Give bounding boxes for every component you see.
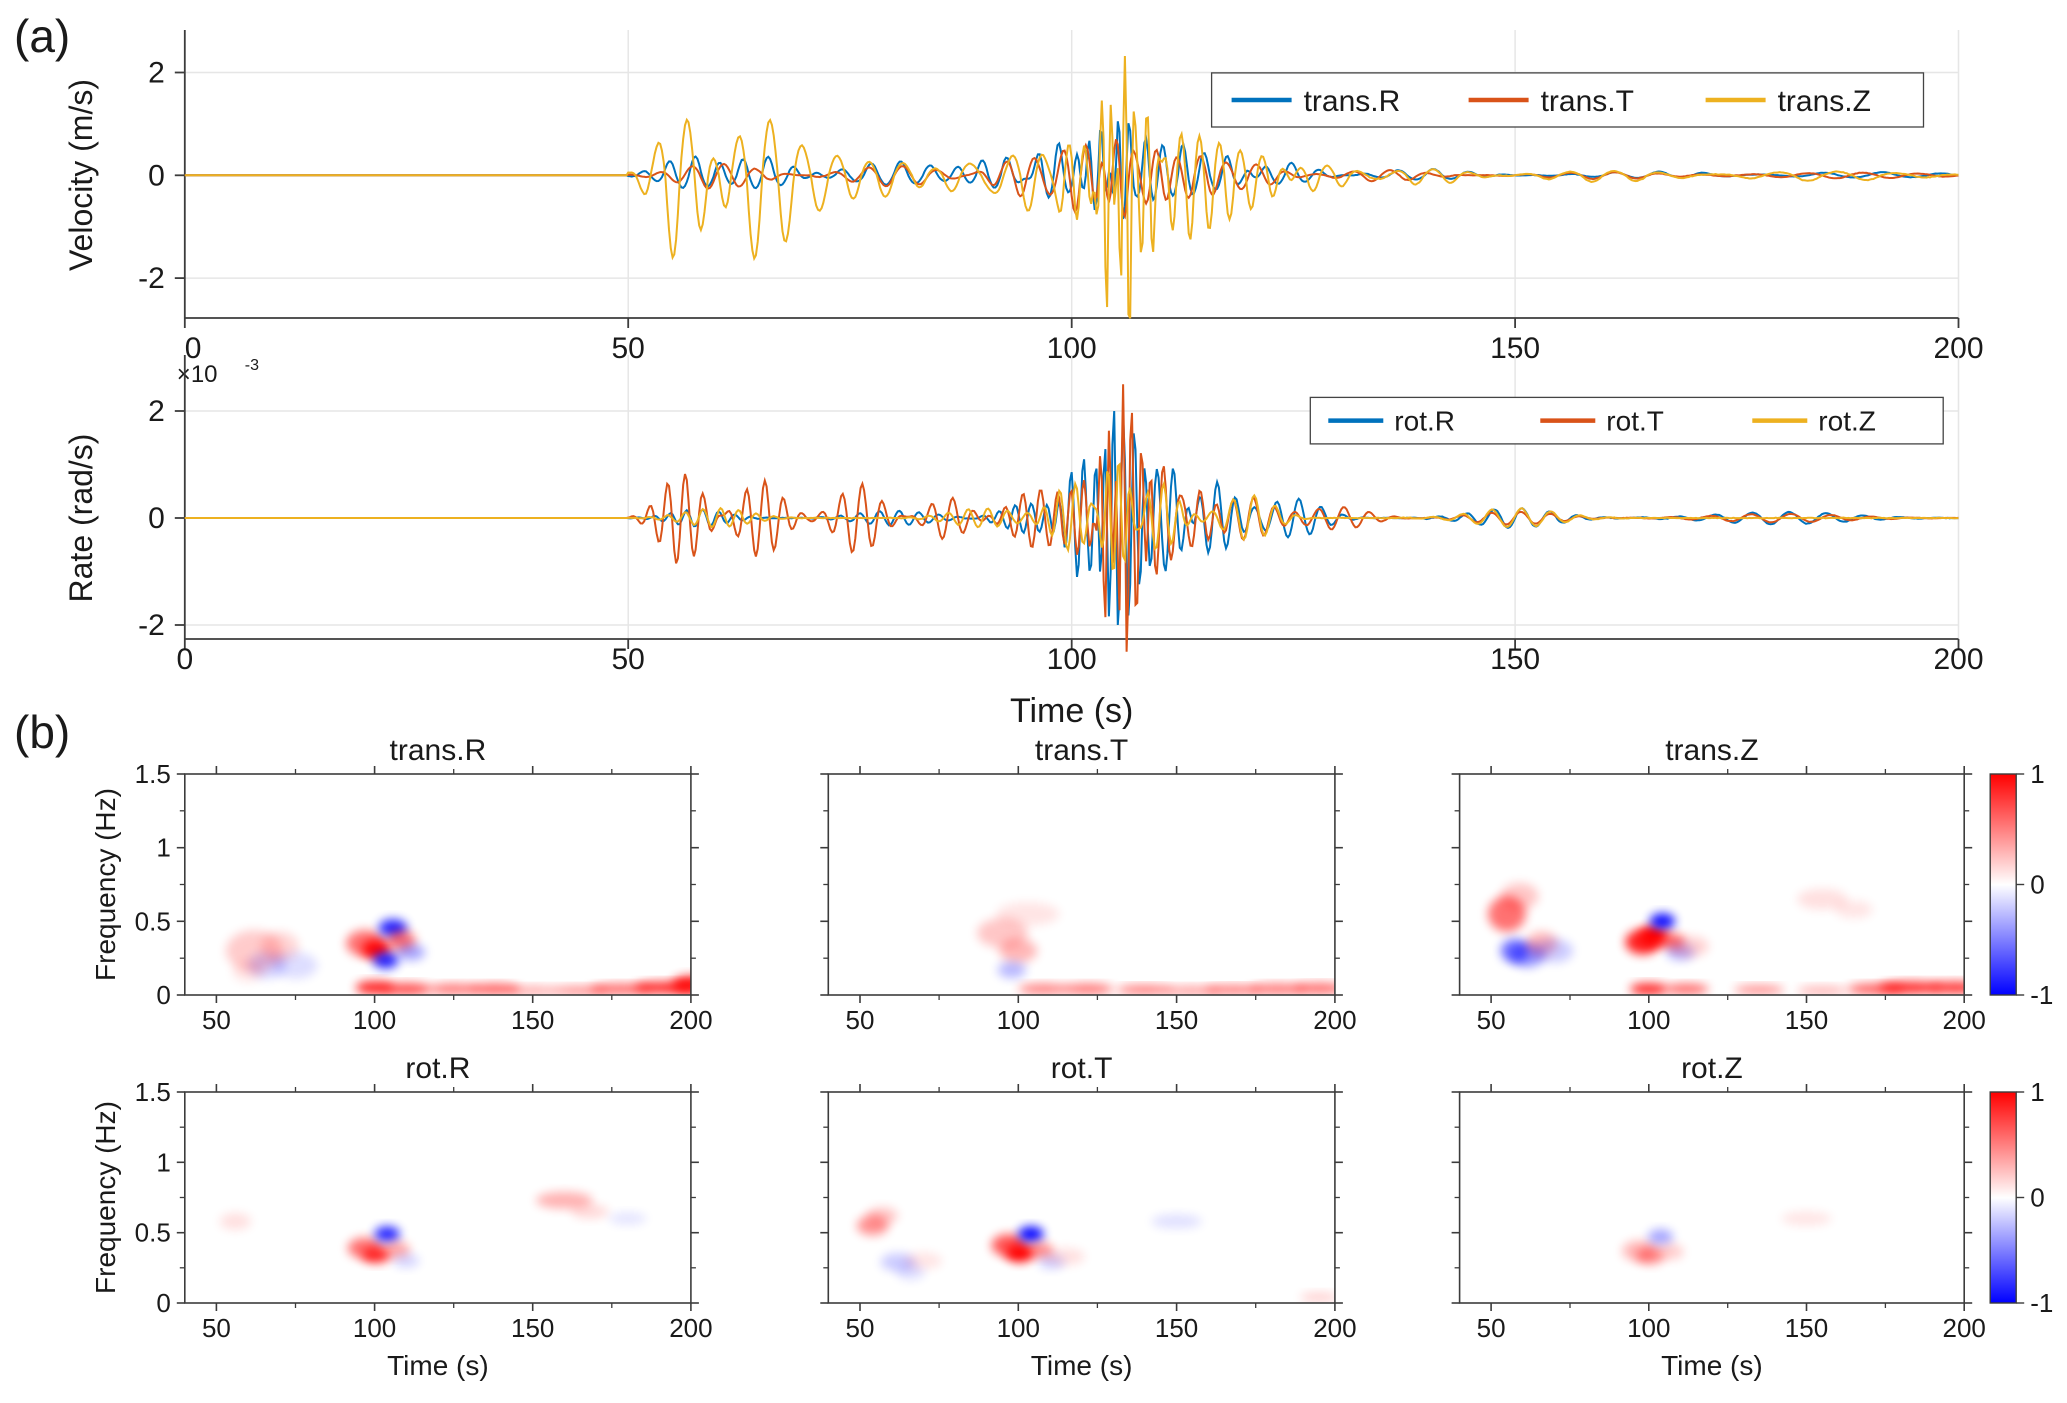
svg-text:200: 200 bbox=[1313, 1313, 1356, 1343]
svg-text:1: 1 bbox=[2030, 1077, 2044, 1107]
svg-text:(a): (a) bbox=[14, 10, 70, 62]
svg-text:trans.Z: trans.Z bbox=[1778, 85, 1871, 118]
svg-text:1: 1 bbox=[156, 833, 170, 863]
svg-text:-2: -2 bbox=[138, 609, 165, 642]
svg-text:150: 150 bbox=[1490, 643, 1540, 676]
svg-text:-2: -2 bbox=[138, 262, 165, 295]
svg-text:Frequency (Hz): Frequency (Hz) bbox=[90, 788, 121, 981]
svg-text:200: 200 bbox=[669, 1005, 712, 1035]
svg-text:150: 150 bbox=[1155, 1005, 1198, 1035]
svg-text:150: 150 bbox=[1785, 1313, 1828, 1343]
svg-text:trans.Z: trans.Z bbox=[1665, 734, 1758, 767]
svg-text:0: 0 bbox=[148, 159, 165, 192]
svg-text:50: 50 bbox=[202, 1313, 231, 1343]
svg-text:50: 50 bbox=[1477, 1313, 1506, 1343]
svg-text:100: 100 bbox=[1047, 643, 1097, 676]
svg-text:Frequency (Hz): Frequency (Hz) bbox=[90, 1101, 121, 1294]
svg-text:100: 100 bbox=[353, 1005, 396, 1035]
svg-text:200: 200 bbox=[1313, 1005, 1356, 1035]
svg-text:50: 50 bbox=[1477, 1005, 1506, 1035]
svg-text:rot.R: rot.R bbox=[1394, 406, 1455, 437]
svg-text:100: 100 bbox=[1627, 1313, 1670, 1343]
svg-text:200: 200 bbox=[1943, 1313, 1986, 1343]
svg-text:1: 1 bbox=[2030, 759, 2044, 789]
svg-text:0.5: 0.5 bbox=[135, 906, 171, 936]
svg-text:Time (s): Time (s) bbox=[1661, 1350, 1763, 1381]
svg-text:Velocity (m/s): Velocity (m/s) bbox=[63, 79, 99, 271]
svg-text:50: 50 bbox=[846, 1313, 875, 1343]
svg-text:150: 150 bbox=[1155, 1313, 1198, 1343]
svg-text:100: 100 bbox=[997, 1313, 1040, 1343]
svg-text:×10: ×10 bbox=[177, 361, 218, 388]
svg-text:-1: -1 bbox=[2030, 1288, 2053, 1318]
svg-text:1: 1 bbox=[156, 1147, 170, 1177]
svg-text:Rate (rad/s): Rate (rad/s) bbox=[63, 434, 99, 603]
svg-text:(b): (b) bbox=[14, 706, 70, 758]
svg-text:2: 2 bbox=[148, 57, 165, 90]
svg-text:0: 0 bbox=[176, 643, 193, 676]
svg-text:0.5: 0.5 bbox=[135, 1218, 171, 1248]
svg-text:150: 150 bbox=[1785, 1005, 1828, 1035]
svg-text:1.5: 1.5 bbox=[135, 759, 171, 789]
svg-text:150: 150 bbox=[511, 1005, 554, 1035]
svg-text:0: 0 bbox=[2030, 870, 2044, 900]
svg-text:150: 150 bbox=[511, 1313, 554, 1343]
svg-text:trans.R: trans.R bbox=[390, 734, 487, 767]
svg-text:rot.T: rot.T bbox=[1606, 406, 1664, 437]
svg-text:0: 0 bbox=[148, 502, 165, 535]
svg-text:trans.T: trans.T bbox=[1035, 734, 1128, 767]
svg-text:50: 50 bbox=[846, 1005, 875, 1035]
svg-text:200: 200 bbox=[1933, 643, 1983, 676]
svg-text:100: 100 bbox=[997, 1005, 1040, 1035]
svg-text:Time (s): Time (s) bbox=[1031, 1350, 1133, 1381]
svg-text:50: 50 bbox=[612, 643, 645, 676]
svg-text:trans.T: trans.T bbox=[1541, 85, 1634, 118]
svg-text:200: 200 bbox=[1943, 1005, 1986, 1035]
svg-text:rot.Z: rot.Z bbox=[1818, 406, 1876, 437]
svg-text:2: 2 bbox=[148, 395, 165, 428]
svg-text:Time (s): Time (s) bbox=[387, 1350, 489, 1381]
svg-text:200: 200 bbox=[669, 1313, 712, 1343]
svg-text:100: 100 bbox=[353, 1313, 396, 1343]
svg-text:rot.R: rot.R bbox=[405, 1052, 470, 1085]
svg-text:50: 50 bbox=[202, 1005, 231, 1035]
svg-text:trans.R: trans.R bbox=[1304, 85, 1401, 118]
svg-text:1.5: 1.5 bbox=[135, 1077, 171, 1107]
svg-text:-3: -3 bbox=[245, 357, 259, 374]
svg-text:0: 0 bbox=[156, 1288, 170, 1318]
svg-text:100: 100 bbox=[1627, 1005, 1670, 1035]
svg-text:0: 0 bbox=[2030, 1183, 2044, 1213]
svg-text:0: 0 bbox=[156, 980, 170, 1010]
svg-text:-1: -1 bbox=[2030, 980, 2053, 1010]
svg-text:rot.Z: rot.Z bbox=[1681, 1052, 1743, 1085]
svg-text:rot.T: rot.T bbox=[1051, 1052, 1113, 1085]
